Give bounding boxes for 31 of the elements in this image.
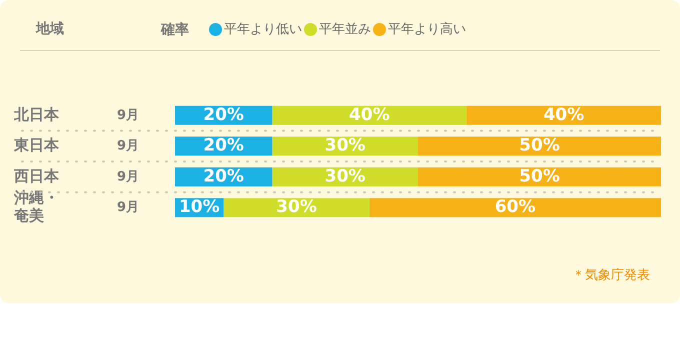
legend-label: 平年並み	[319, 21, 371, 38]
data-label: 50%	[519, 166, 560, 186]
text: ＊気象庁発表	[572, 267, 650, 284]
text: 9月	[117, 200, 140, 215]
text: 9月	[117, 169, 140, 184]
y-tick-label: 西日本	[13, 166, 60, 185]
y-tick-label: 沖縄・奄美	[13, 188, 59, 225]
y-tick-label: 北日本	[13, 105, 60, 124]
data-label: 30%	[276, 197, 317, 218]
text: 9月	[117, 108, 140, 123]
data-label: 20%	[203, 136, 244, 156]
bar	[466, 106, 661, 125]
bar	[418, 167, 661, 186]
legend-title: 確率	[161, 20, 189, 39]
y-axis-title: 地域	[36, 20, 64, 38]
data-label: 40%	[543, 104, 584, 125]
data-label: 50%	[519, 136, 560, 156]
data-label: 20%	[203, 166, 244, 186]
data-label: 20%	[203, 104, 244, 125]
bar	[369, 198, 661, 218]
legend-label: 平年より高い	[388, 21, 466, 38]
data-label: 10%	[178, 197, 220, 218]
bar	[272, 106, 467, 125]
text: 9月	[117, 138, 140, 154]
data-label: 40%	[349, 104, 390, 125]
data-label: 30%	[324, 166, 366, 186]
data-label: 30%	[324, 136, 366, 156]
y-tick-label: 東日本	[13, 136, 60, 154]
legend-label: 平年より低い	[224, 21, 302, 38]
data-label: 60%	[494, 197, 536, 218]
bar	[418, 136, 661, 156]
